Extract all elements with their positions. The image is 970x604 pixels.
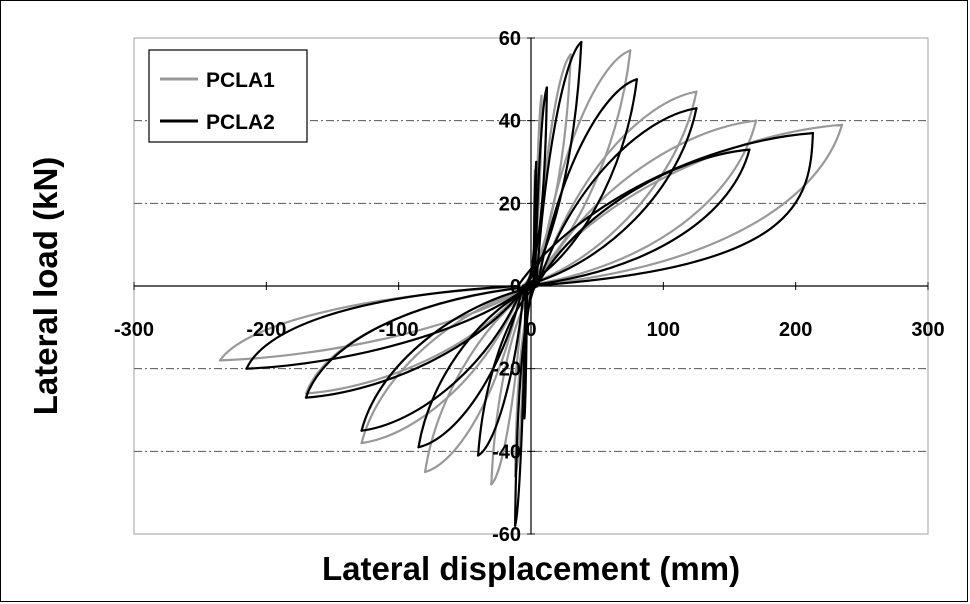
x-tick-label: 300 <box>911 319 944 341</box>
peak-point <box>540 94 543 98</box>
x-axis-title: Lateral displacement (mm) <box>322 550 740 587</box>
peak-point <box>635 78 639 81</box>
hysteresis-loop-pcla2-5 <box>360 107 698 432</box>
x-tick-label: 100 <box>647 319 680 341</box>
legend: PCLA1 PCLA2 <box>148 49 308 143</box>
peak-point <box>545 86 549 89</box>
peak-point <box>695 107 698 110</box>
series-group <box>218 40 844 527</box>
y-tick-label: 40 <box>499 111 521 133</box>
peak-point <box>423 470 427 474</box>
y-tick-label: -20 <box>492 359 521 381</box>
peak-point <box>811 131 815 135</box>
peak-point <box>513 524 517 527</box>
peak-point <box>580 40 583 44</box>
peak-point <box>417 446 420 449</box>
y-tick-label: -40 <box>492 441 521 463</box>
peak-point <box>490 483 493 486</box>
peak-point <box>754 119 758 122</box>
peak-point <box>245 367 248 370</box>
x-tick-label: -100 <box>379 319 419 341</box>
peak-point <box>218 359 222 362</box>
hysteresis-loop-pcla2-4 <box>417 78 638 449</box>
legend-box <box>148 49 308 143</box>
peak-point <box>360 441 363 445</box>
y-tick-label: 60 <box>499 28 521 50</box>
peak-point <box>535 160 538 164</box>
peak-point <box>840 123 844 127</box>
peak-point <box>569 53 572 56</box>
legend-label-pcla2: PCLA2 <box>206 111 275 134</box>
peak-point <box>523 417 526 420</box>
y-tick-label: 20 <box>499 193 521 215</box>
legend-label-pcla1: PCLA1 <box>206 69 275 92</box>
y-tick-label: -60 <box>492 524 521 546</box>
x-tick-label: 200 <box>779 319 812 341</box>
y-axis-title: Lateral load (kN) <box>27 157 64 416</box>
hysteresis-loop-pcla2-7 <box>245 132 814 370</box>
peak-point <box>304 396 308 399</box>
peak-point <box>695 90 698 93</box>
x-tick-label: 0 <box>525 319 536 341</box>
hysteresis-loop-pcla2-3 <box>477 41 583 457</box>
x-tick-label: -200 <box>246 319 286 341</box>
peak-point <box>476 454 480 457</box>
peak-point <box>360 429 363 432</box>
series-pcla2 <box>245 40 815 527</box>
peak-point <box>748 148 751 151</box>
peak-point <box>629 49 632 52</box>
hysteresis-loop-pcla1-5 <box>360 90 698 445</box>
x-tick-label: -300 <box>114 319 154 341</box>
y-tick-label: 0 <box>510 276 521 298</box>
